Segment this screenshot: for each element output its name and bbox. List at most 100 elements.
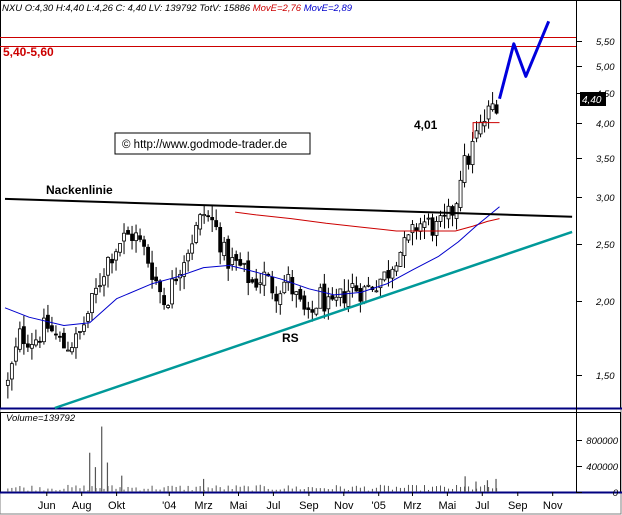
level-marker (472, 122, 500, 139)
candle-body (286, 274, 291, 284)
candle-body (358, 288, 363, 302)
candle-body (490, 103, 495, 111)
header-symbol: NXU (2, 3, 22, 14)
candle-body (202, 214, 207, 217)
candle-body (21, 326, 26, 345)
candle-body (398, 251, 403, 267)
candle-body (246, 260, 251, 284)
candle-body (470, 140, 475, 166)
level-label: 4,01 (414, 118, 438, 132)
candle-body (274, 293, 279, 302)
candle-body (158, 280, 162, 293)
x-tick-label: Sep (299, 500, 319, 512)
candle-body (50, 325, 54, 332)
price-tick-label: 4,00 (596, 119, 615, 130)
candle-body (478, 121, 483, 135)
candle-body (102, 276, 106, 286)
candle-body (130, 233, 134, 241)
volume-label: Volume=139792 (6, 413, 76, 424)
candle-body (34, 339, 38, 346)
candle-body (214, 220, 219, 228)
candle-body (310, 309, 315, 313)
candle-body (306, 307, 311, 311)
candle-body (17, 328, 22, 350)
x-tick-label: Aug (72, 500, 92, 512)
price-tick-label: 5,50 (596, 37, 615, 48)
x-tick-label: Mrz (194, 500, 212, 512)
candle-body (186, 252, 191, 262)
moving-average-blue (4, 206, 500, 326)
candle-body (9, 363, 14, 380)
header-part: O:4,30 H:4,40 L:4,26 C: 4,40 LV: 139792 … (22, 3, 253, 14)
candle-body (250, 279, 255, 283)
candle-body (330, 295, 335, 300)
candle-body (230, 257, 235, 266)
candle-body (474, 130, 479, 139)
x-tick-label: '04 (162, 500, 176, 512)
candle-body (122, 232, 126, 242)
header-quote: NXU O:4,30 H:4,40 L:4,26 C: 4,40 LV: 139… (2, 3, 353, 14)
rs-label: RS (282, 331, 299, 345)
indicator-lines (4, 20, 573, 410)
candle-body (86, 313, 90, 322)
candle-body (146, 246, 150, 264)
candle-body (410, 224, 415, 234)
price-grid (577, 41, 582, 376)
candle-body (13, 346, 18, 362)
candle-body (462, 155, 467, 183)
volume-tick-label: 400000 (586, 462, 618, 473)
candle-body (318, 287, 323, 309)
candle-body (382, 271, 387, 281)
candle-body (58, 335, 62, 338)
moving-average-red (235, 211, 500, 232)
candle-body (25, 343, 30, 348)
candle-body (270, 276, 275, 294)
candle-body (394, 265, 399, 272)
candle-body (378, 278, 383, 289)
x-tick-label: Sep (508, 500, 528, 512)
candle-body (298, 288, 303, 300)
x-tick-label: Jul (475, 500, 489, 512)
candle-body (106, 256, 110, 276)
candle-body (482, 120, 487, 127)
axes: 1,502,002,503,003,504,004,505,005,50JunA… (38, 37, 615, 512)
candle-body (262, 271, 267, 286)
candle-body (198, 214, 203, 230)
volume-panel: 800000 400000 0 (7, 426, 619, 499)
candle-body (166, 305, 171, 308)
price-tick-label: 3,00 (596, 193, 615, 204)
candle-body (338, 288, 343, 298)
candle-body (402, 237, 407, 257)
candle-body (90, 293, 94, 314)
candle-body (54, 333, 58, 336)
candle-body (94, 287, 98, 295)
candle-body (206, 215, 211, 218)
candle-body (126, 230, 130, 235)
candle-body (142, 239, 146, 247)
candle-body (434, 221, 439, 236)
header-part: MovE=2,89 (304, 3, 353, 14)
forecast-path (498, 20, 551, 100)
candle-body (494, 104, 499, 114)
candle-body (162, 295, 166, 306)
x-tick-label: Nov (334, 500, 354, 512)
candle-body (450, 206, 455, 216)
candle-body (150, 262, 154, 280)
x-tick-label: Okt (108, 500, 125, 512)
candle-body (29, 344, 34, 349)
candle-body (134, 232, 138, 242)
candle-body (454, 203, 459, 219)
candle-body (38, 340, 42, 343)
candle-body (426, 217, 431, 220)
candle-body (362, 286, 367, 304)
trendline (54, 230, 573, 410)
candle-body (422, 221, 427, 228)
neckline (4, 197, 573, 218)
candle-body (170, 278, 175, 305)
target-zone-label: 5,40-5,60 (3, 45, 54, 59)
candle-body (418, 223, 423, 232)
price-panel-frame (0, 0, 621, 409)
candle-body (5, 379, 10, 386)
candle-body (366, 284, 371, 287)
